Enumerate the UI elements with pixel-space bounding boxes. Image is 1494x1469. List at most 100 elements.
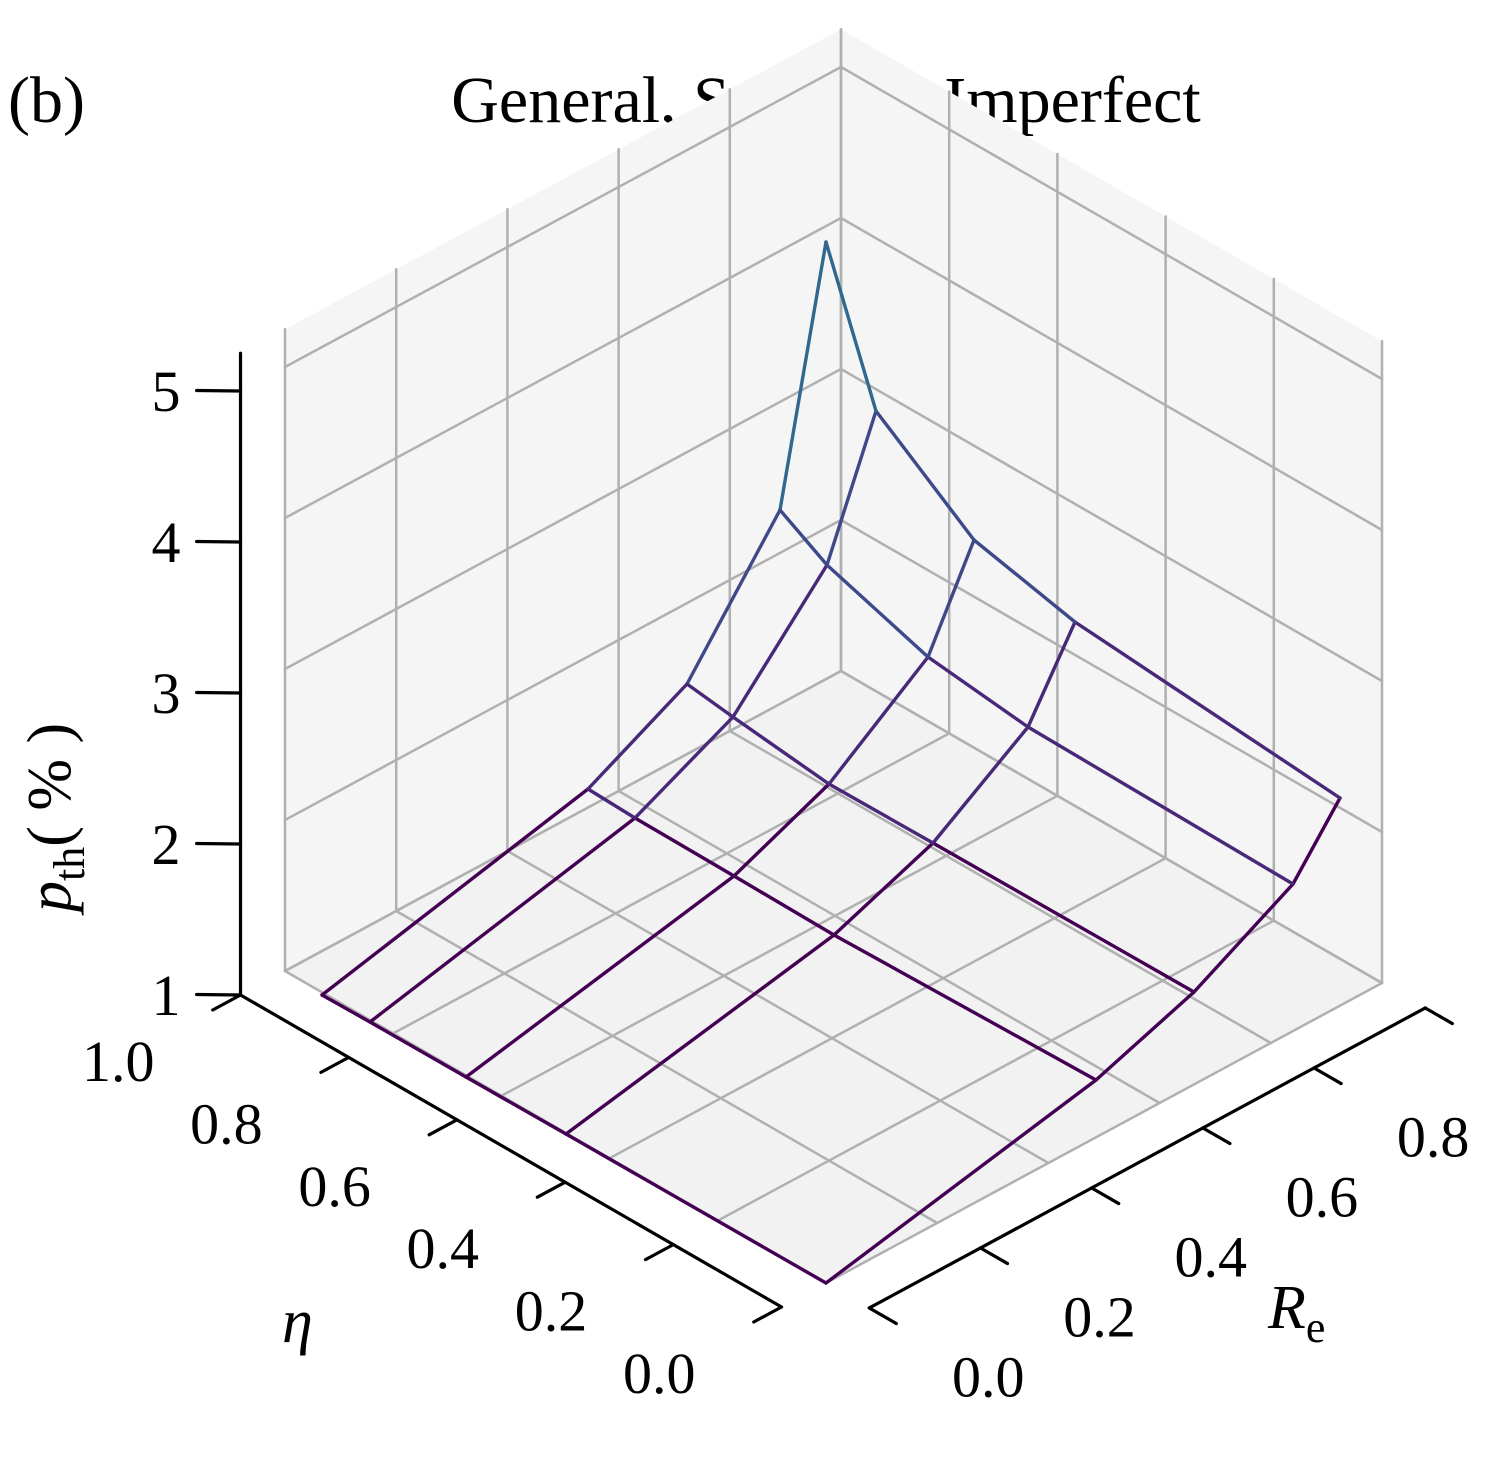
z-tick-label: 4 — [152, 510, 181, 575]
right-pane-gridline-horizontal — [839, 367, 1384, 683]
surface-wireframe — [320, 240, 1342, 1285]
tick-marks — [195, 388, 1454, 1326]
surface-line-const-re — [320, 993, 372, 1024]
eta-tick-label: 1.0 — [82, 1029, 155, 1094]
right-pane-gridline-horizontal — [839, 518, 1384, 834]
surface-line-const-re — [824, 240, 878, 413]
z-axis-label-unit: ( % ) — [16, 723, 84, 847]
re-tick-label: 0.6 — [1286, 1165, 1359, 1230]
surface-line-const-eta — [586, 682, 689, 791]
surface-line-const-re — [825, 563, 930, 659]
re-tick — [1201, 1126, 1232, 1146]
re-tick — [1423, 1006, 1454, 1026]
surface-line-const-eta — [368, 816, 637, 1024]
surface-line-const-re — [832, 933, 1098, 1082]
right-back-pane — [841, 29, 1382, 983]
surface-line-const-eta — [778, 240, 828, 512]
z-tick-label: 3 — [152, 661, 181, 726]
axis-lines — [238, 351, 1427, 1310]
re-tick — [978, 1246, 1010, 1266]
surface-line-const-eta — [926, 538, 976, 659]
surface-line-const-re — [731, 715, 831, 786]
surface-line-const-eta — [564, 933, 836, 1136]
surface-line-const-re — [972, 538, 1077, 624]
re-tick — [867, 1306, 898, 1326]
floor-gridline-eta — [716, 919, 1276, 1222]
eta-tick-label: 0.8 — [190, 1091, 263, 1156]
surface-line-const-eta — [1192, 882, 1295, 994]
eta-tick-label: 0.0 — [623, 1341, 696, 1406]
y-axis-label: Re — [1267, 1274, 1325, 1352]
floor-gridline-eta — [608, 856, 1167, 1160]
floor-gridline-re — [506, 849, 1050, 1165]
y-axis-label-main: R — [1267, 1274, 1306, 1342]
surface-line-const-eta — [832, 841, 935, 937]
surface-line-const-re — [1073, 620, 1342, 800]
left-pane-gridline-horizontal — [283, 216, 843, 520]
surface-line-const-eta — [731, 563, 829, 719]
surface-line-const-re — [564, 1132, 828, 1285]
floor-gridline-re — [617, 789, 1161, 1105]
surface-line-const-re — [464, 1075, 568, 1136]
surface-line-const-re — [827, 782, 935, 845]
z-tick-label: 1 — [152, 963, 181, 1028]
z-axis-label-group: pth( % ) — [16, 723, 94, 916]
left-pane-gridline-horizontal — [283, 65, 843, 369]
eta-tick — [535, 1180, 567, 1199]
floor-gridline-eta — [391, 732, 951, 1035]
left-back-pane — [285, 29, 841, 971]
surface-line-const-eta — [633, 715, 735, 820]
right-pane-gridline-horizontal — [839, 65, 1384, 381]
z-tick-label: 2 — [152, 812, 181, 877]
z-axis-label-main: p — [16, 881, 84, 916]
z-axis-label-subscript: th — [45, 847, 94, 881]
surface-line-const-eta — [320, 787, 590, 997]
floor-gridline-re — [394, 909, 939, 1225]
re-tick-label: 0.2 — [1063, 1285, 1136, 1350]
surface-line-const-re — [778, 508, 829, 567]
surface-line-const-re — [874, 409, 976, 542]
tick-labels: 0.00.20.40.60.81.00.00.20.40.60.81.05432… — [82, 359, 1470, 1410]
eta-tick-label: 0.4 — [407, 1216, 480, 1281]
re-tick-label: 0.0 — [952, 1345, 1025, 1410]
surface-line-const-re — [931, 841, 1196, 994]
floor-gridline-eta — [500, 794, 1059, 1098]
floor-gridline-eta — [824, 981, 1384, 1285]
surface-line-const-eta — [1094, 990, 1196, 1082]
gridlines — [283, 28, 1384, 1285]
x-axis-label: η — [282, 1288, 313, 1356]
eta-tick — [319, 1055, 351, 1075]
panel-label: (b) — [8, 64, 85, 137]
surface-line-const-re — [1026, 725, 1295, 886]
eta-tick — [643, 1242, 675, 1262]
surface-line-const-eta — [824, 1078, 1098, 1285]
surface-line-const-eta — [1026, 620, 1077, 729]
surface-line-const-eta — [464, 874, 736, 1079]
eta-axis-line — [238, 993, 784, 1309]
surface-line-const-re — [926, 655, 1030, 729]
axis-panes — [285, 29, 1382, 1283]
left-pane-gridline-horizontal — [283, 669, 843, 973]
surface-line-const-eta — [827, 655, 930, 786]
surface-line-const-re — [586, 787, 637, 820]
surface-line-const-re — [685, 682, 735, 719]
surface-line-const-eta — [931, 725, 1030, 845]
left-pane-gridline-horizontal — [283, 367, 843, 671]
re-axis-line — [867, 1006, 1427, 1310]
eta-tick — [752, 1305, 784, 1324]
surface-line-const-eta — [685, 508, 782, 686]
re-tick — [1090, 1186, 1121, 1206]
surface-line-const-re — [633, 816, 736, 878]
surface-line-const-eta — [1291, 796, 1342, 886]
re-tick — [1312, 1066, 1343, 1086]
surface-line-const-eta — [825, 409, 878, 567]
floor-gridline-re — [728, 729, 1273, 1045]
eta-tick — [427, 1118, 459, 1137]
eta-tick-label: 0.6 — [298, 1154, 371, 1219]
re-tick-label: 0.8 — [1397, 1105, 1470, 1170]
surface-line-const-re — [368, 1020, 468, 1079]
right-pane-gridline-horizontal — [839, 669, 1384, 985]
z-tick-label: 5 — [152, 359, 181, 424]
surface-line-const-eta — [732, 782, 831, 878]
